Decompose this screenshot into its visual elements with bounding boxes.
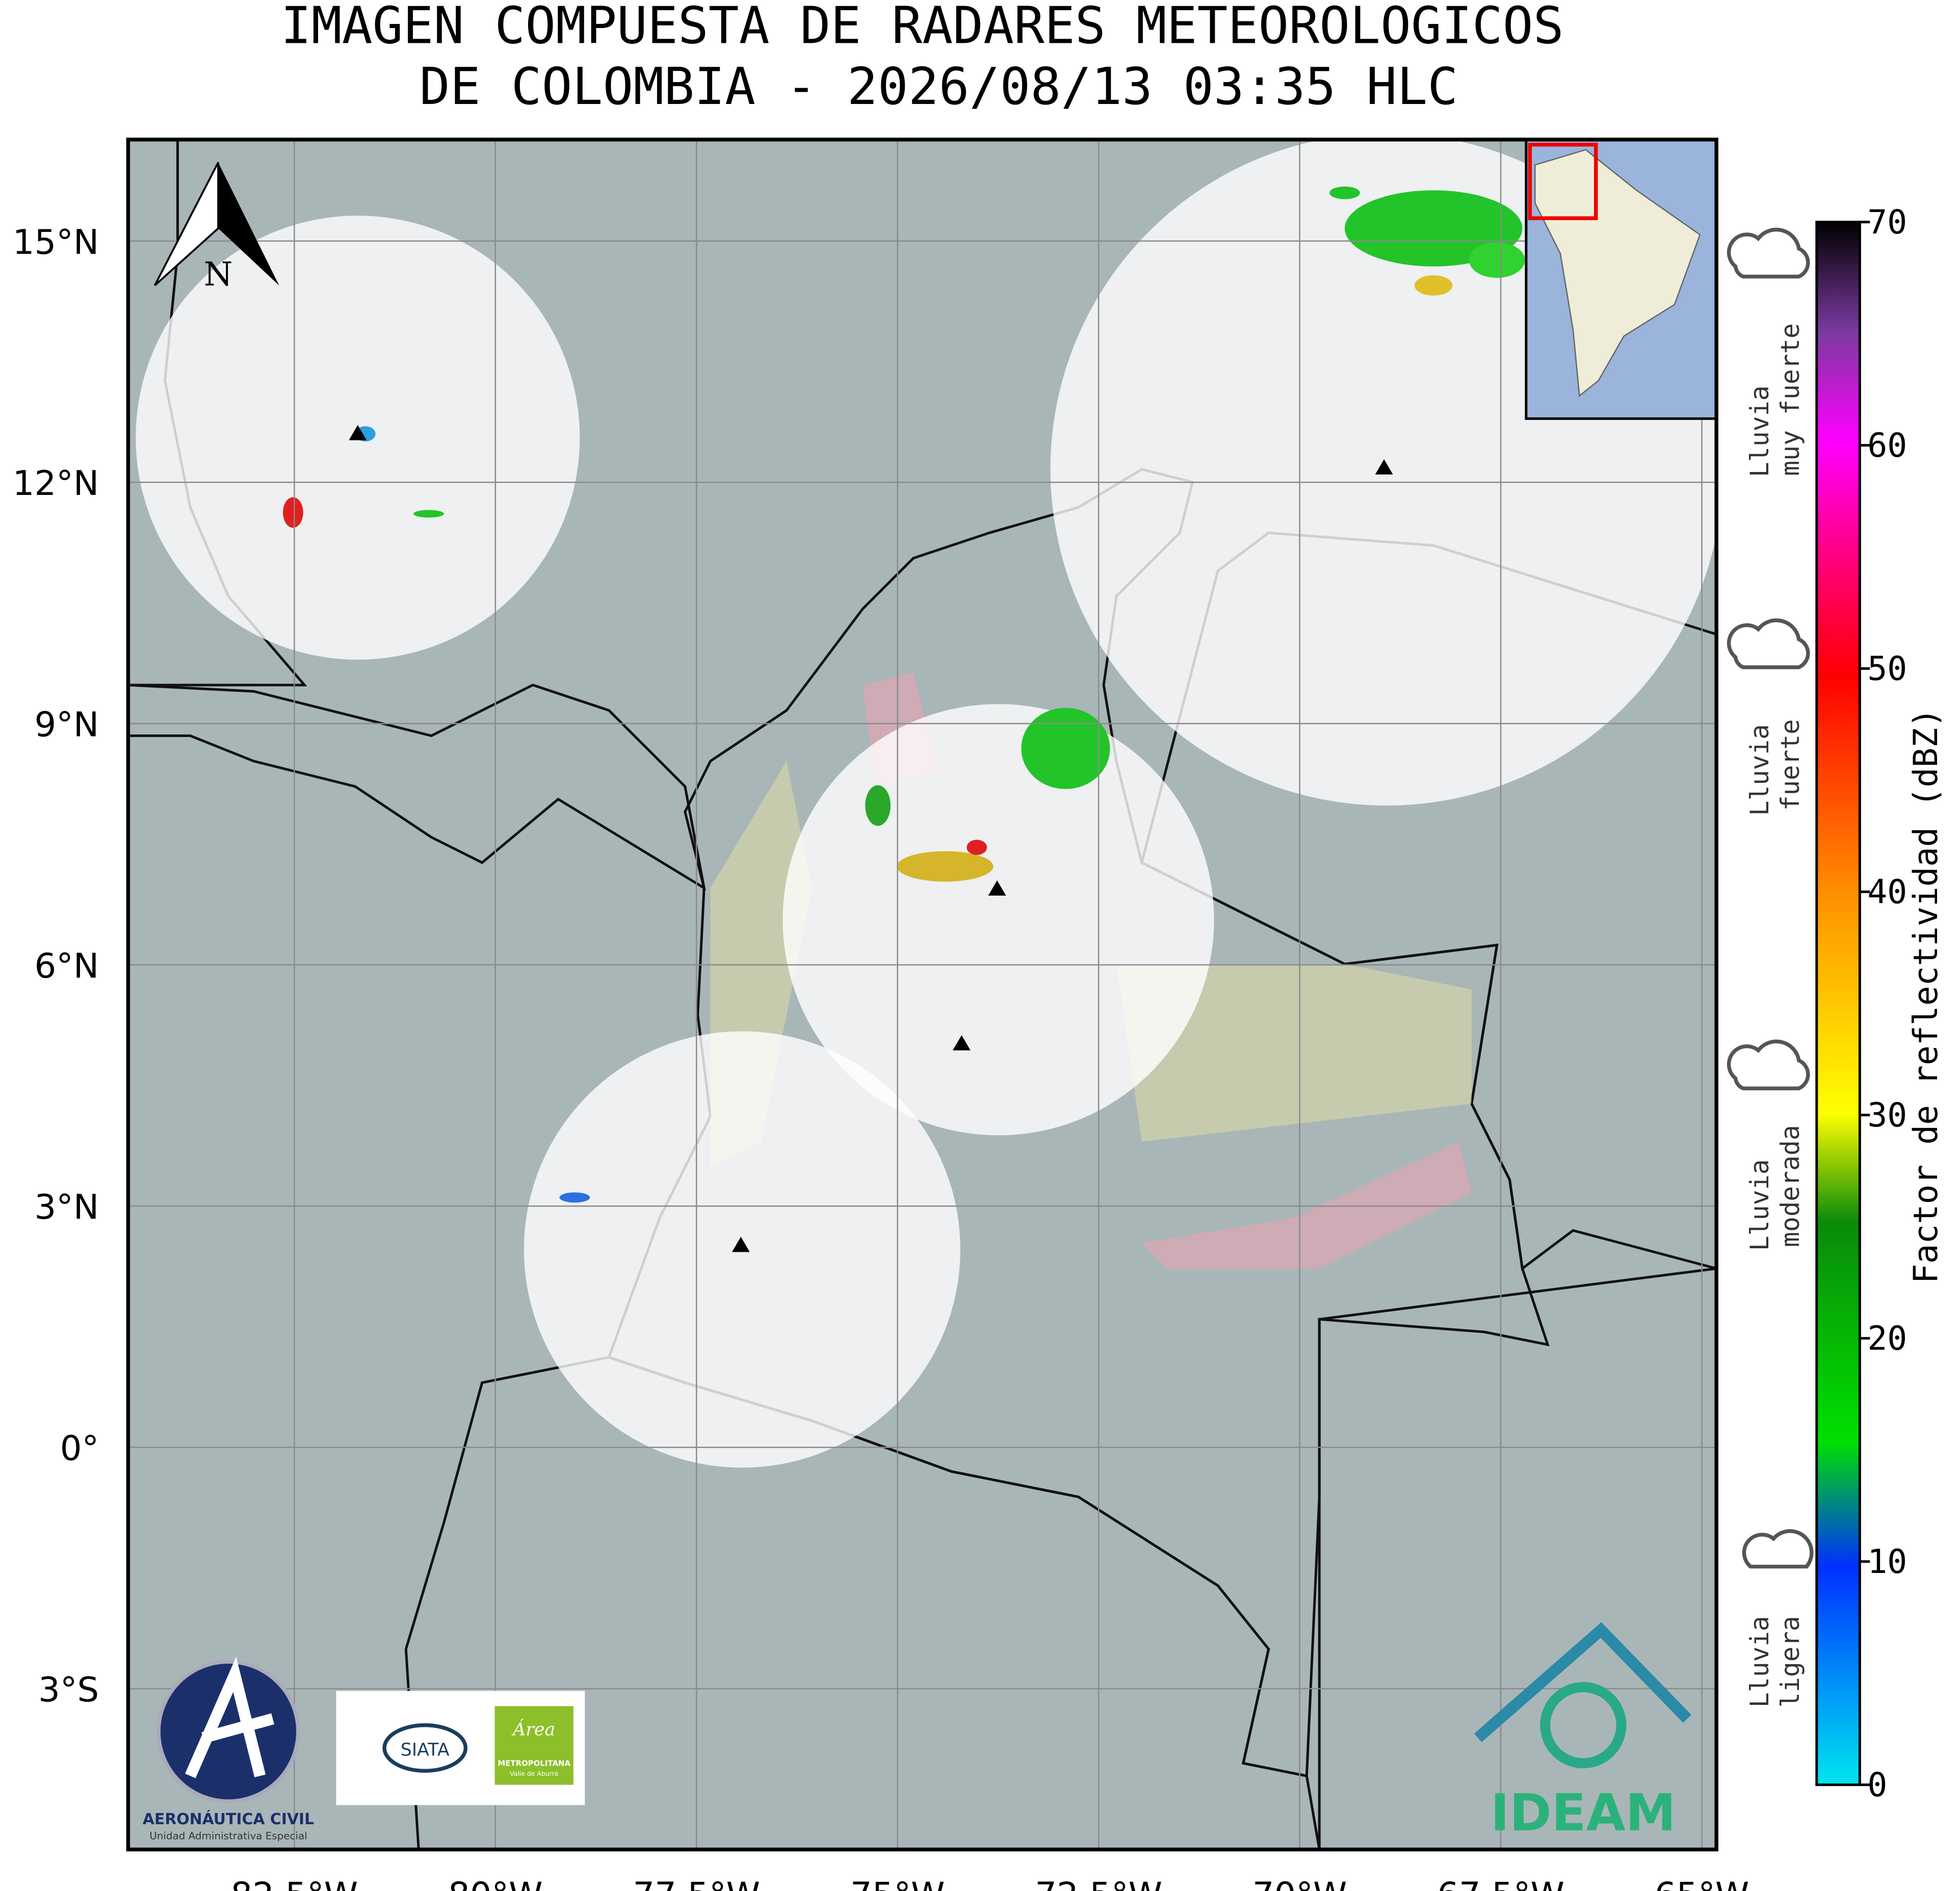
inset-map [1525,139,1717,420]
map: N AERONÁUTICA CIVIL Unidad Administrativ… [128,139,1717,1850]
lon-tick-label: 70°W [1252,1875,1347,1891]
logo-text: Valle de Aburrá [510,1770,558,1777]
axis-labels: 82.5°W 80°W 77.5°W 75°W 72.5°W 70°W 67.5°W 65°W… [13,222,1749,1891]
lat-tick-label: 3°S [38,1670,99,1710]
logo-text: Unidad Administrativa Especial [149,1830,307,1842]
title-line-2: DE COLOMBIA - 2026/08/13 03:35 HLC [420,58,1458,116]
colorbar-tick-label: 10 [1867,1543,1907,1581]
colorbar-tick-label: 50 [1867,650,1907,688]
colorbar-tick-label: 40 [1867,873,1907,911]
rain-label: muy fuerte [1775,323,1805,476]
colorbar-tick-label: 0 [1867,1766,1887,1804]
lat-tick-label: 12°N [13,463,99,503]
logo-ideam: IDEAM [1474,1622,1691,1843]
logo-text: SIATA [401,1740,450,1760]
logo-text: METROPOLITANA [498,1758,570,1768]
rain-label: Lluvia [1745,724,1774,816]
radar-coverage [782,704,1214,1136]
logo-text: AERONÁUTICA CIVIL [143,1810,314,1828]
title-line-1: IMAGEN COMPUESTA DE RADARES METEOROLOGIC… [281,0,1564,56]
rain-label: Lluvia [1745,385,1774,477]
lon-tick-label: 67.5°W [1437,1875,1564,1891]
lon-tick-label: 80°W [448,1875,543,1891]
north-label: N [204,255,233,294]
lat-tick-label: 15°N [13,222,99,262]
lat-tick-label: 9°N [35,704,99,744]
rain-label: ligera [1775,1616,1805,1708]
radar-echoes [282,186,1525,1203]
colorbar-ticks: 0 10 20 30 40 50 60 70 [1860,203,1907,1804]
graticule [128,139,1717,1850]
lat-tick-label: 0° [60,1429,99,1468]
colorbar-label: Factor de reflectividad (dBZ) [1907,708,1945,1283]
lat-tick-label: 6°N [35,946,99,986]
rain-label: Lluvia [1745,1616,1774,1708]
colorbar-tick-label: 60 [1867,427,1907,465]
radar-sites [349,425,1393,1252]
logo-aerocivil: AERONÁUTICA CIVIL Unidad Administrativa … [143,1657,314,1842]
map-frame [126,138,1718,1852]
lon-tick-label: 65°W [1655,1875,1749,1891]
rain-label: moderada [1775,1125,1805,1247]
colorbar-tick-label: 20 [1867,1320,1907,1358]
colorbar-tick-label: 30 [1867,1096,1907,1135]
rain-legend: Lluvia muy fuerte Lluvia fuerte Lluvia m… [1727,227,1814,1708]
region-shading [710,761,1472,1167]
logo-text: Área [511,1719,555,1740]
brazil [1318,1267,1717,1850]
rain-label: Lluvia [1745,1159,1774,1251]
lon-tick-label: 82.5°W [231,1875,358,1891]
logo-text: IDEAM [1491,1784,1676,1843]
lat-tick-label: 3°N [35,1187,99,1227]
logo-siata-amva: SIATA Área METROPOLITANA Valle de Aburrá [336,1691,585,1805]
colorbar-tick-label: 70 [1867,203,1907,242]
lon-tick-label: 75°W [850,1875,945,1891]
colorbar [1815,221,1861,1787]
lon-tick-label: 72.5°W [1035,1875,1162,1891]
lon-tick-label: 77.5°W [633,1875,760,1891]
rain-label: fuerte [1775,719,1805,811]
